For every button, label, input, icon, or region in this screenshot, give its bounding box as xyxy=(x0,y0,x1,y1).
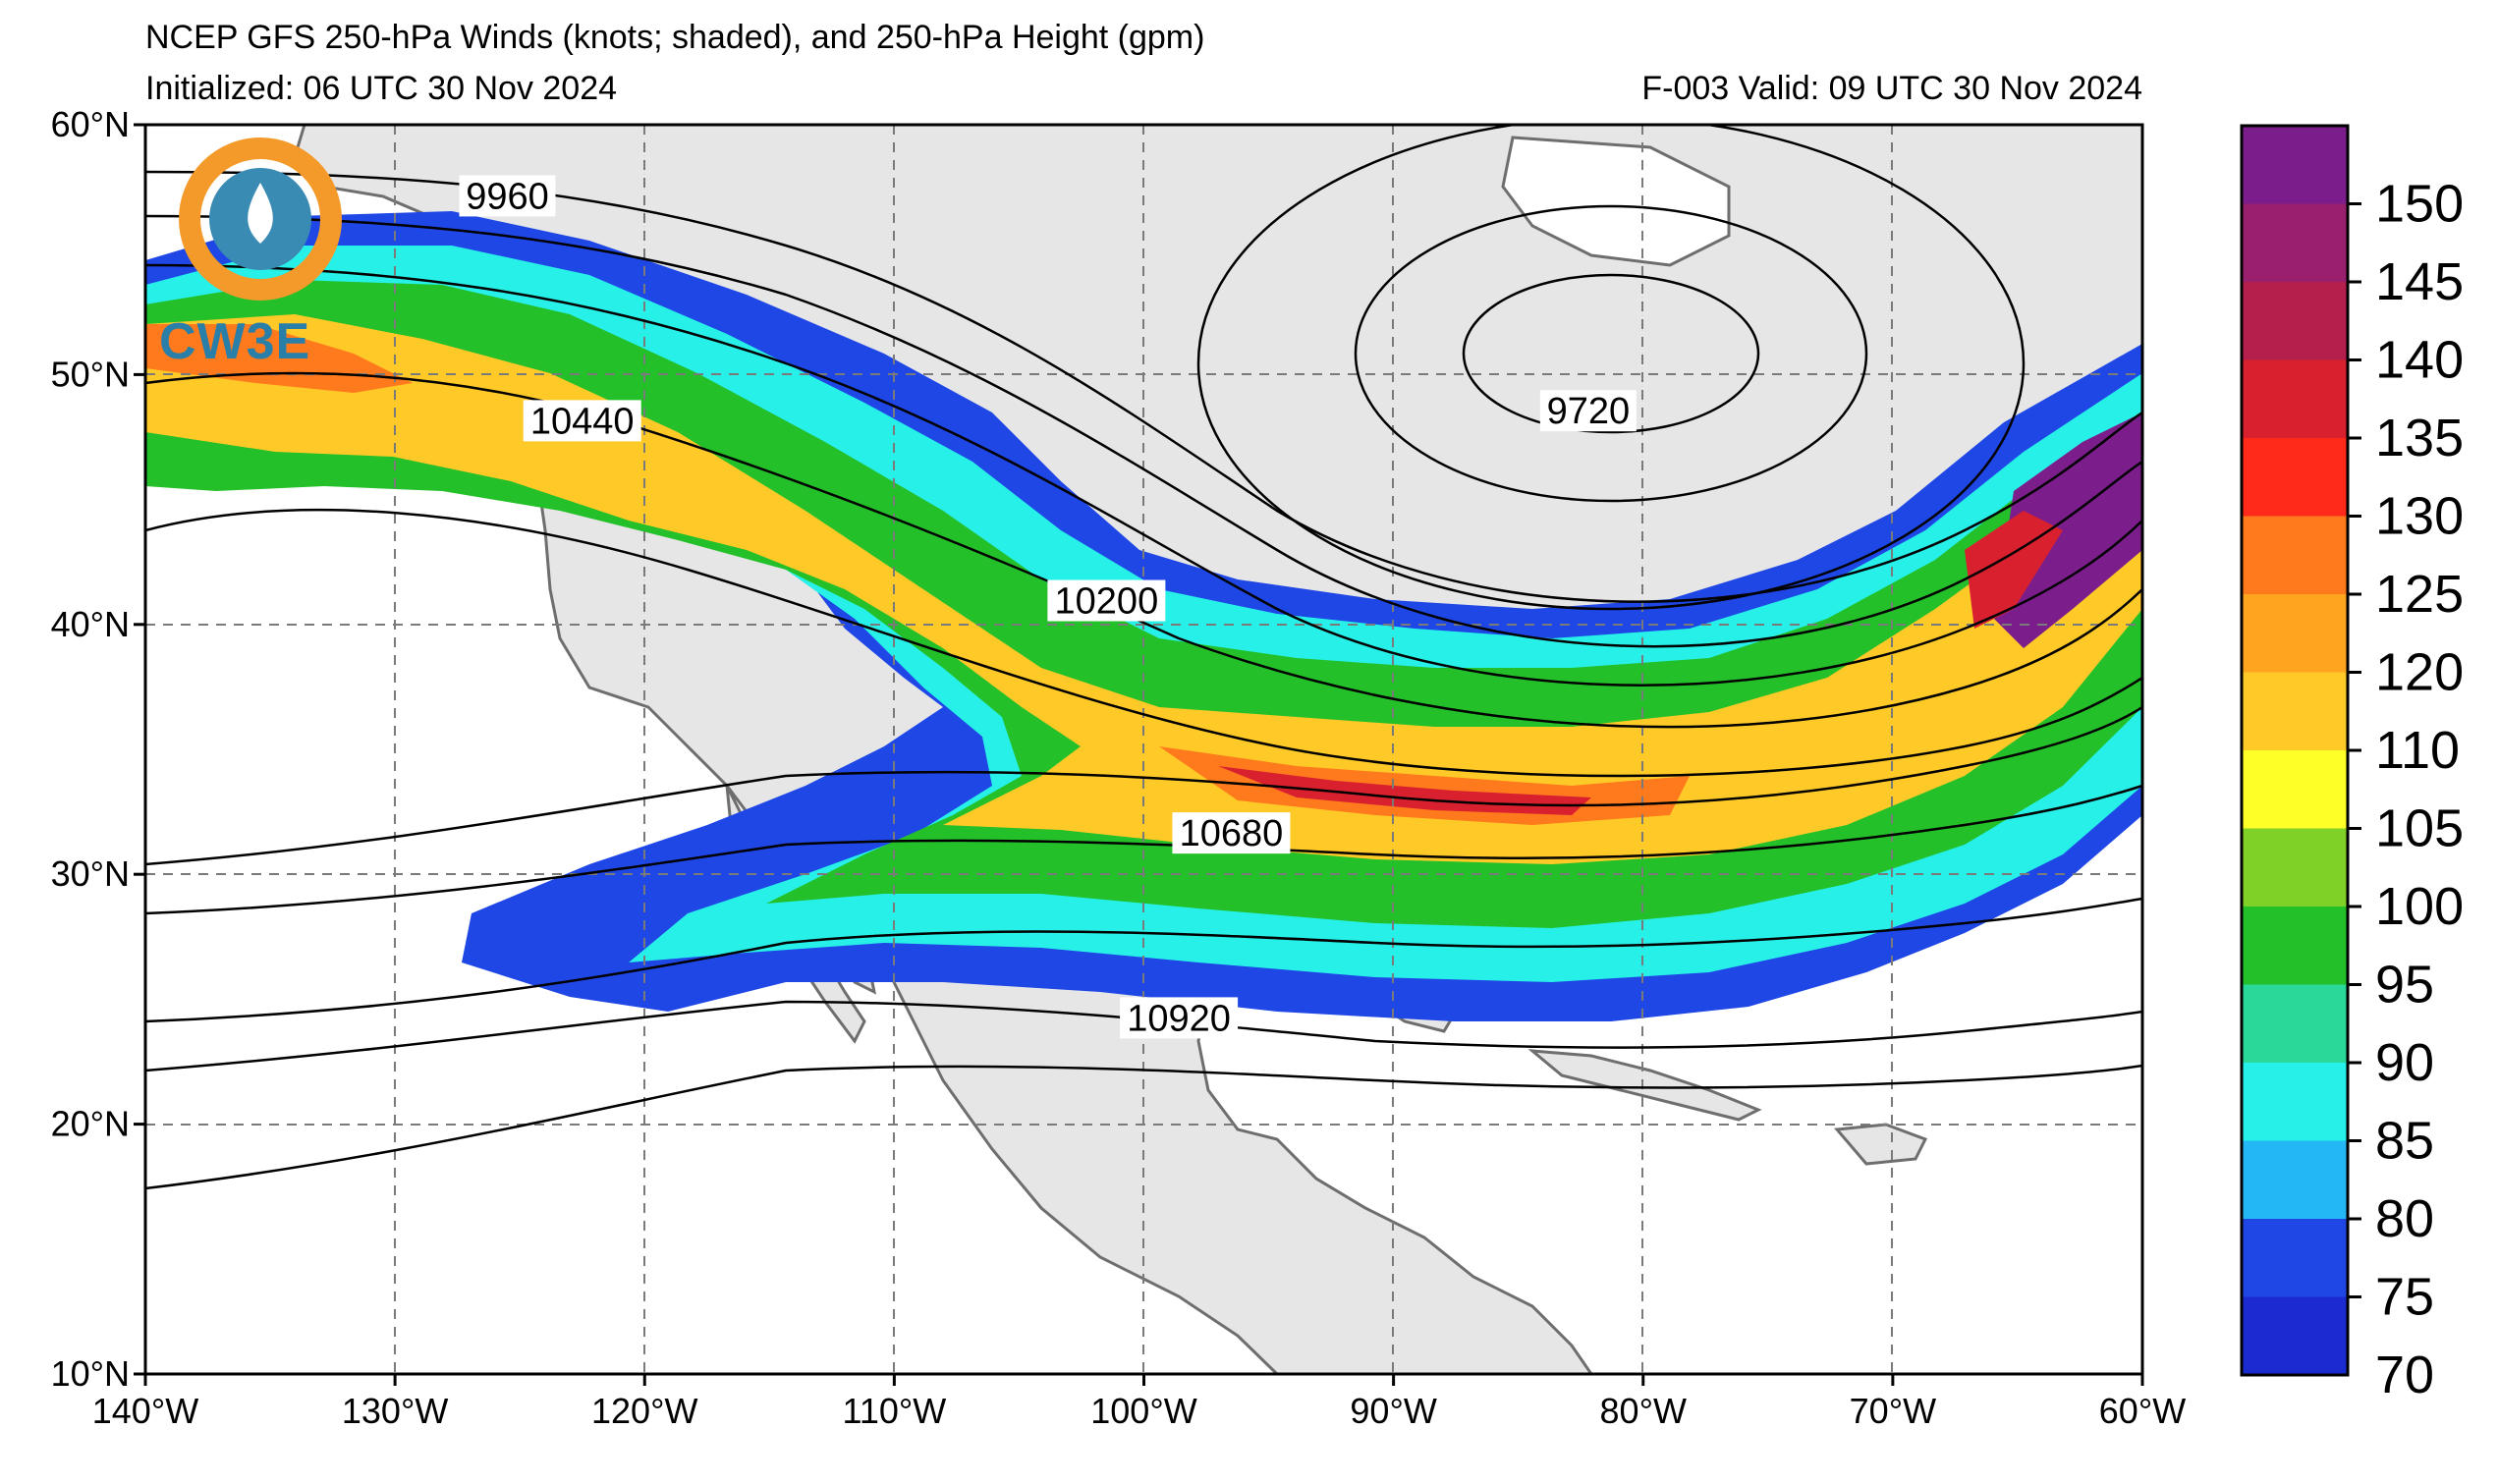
cuba xyxy=(1527,1049,1762,1122)
colorbar-tick-label: 150 xyxy=(2375,175,2464,234)
contour-label-bg xyxy=(1047,579,1166,622)
colorbar-tick-label: 85 xyxy=(2375,1112,2434,1171)
colorbar-segment xyxy=(2242,1063,2348,1141)
lat-tick-label: 30°N xyxy=(51,853,130,894)
lon-tick-label: 70°W xyxy=(1850,1391,1936,1431)
contour-label: 10920 xyxy=(1127,998,1231,1039)
colorbar-segment xyxy=(2242,126,2348,204)
colorbar-segment xyxy=(2242,516,2348,595)
colorbar-segment xyxy=(2242,282,2348,360)
contour-label: 10440 xyxy=(530,401,635,442)
jet-shading-right-red xyxy=(1965,511,2063,629)
axis-ticks: 140°W 130°W 120°W 110°W 100°W 90°W 80°W 70°W 60°… xyxy=(51,104,2187,1431)
hispaniola xyxy=(1833,1123,1928,1166)
colorbar-tick-label: 100 xyxy=(2375,877,2464,936)
colorbar-tick-label: 145 xyxy=(2375,252,2464,311)
lat-tick-label: 50°N xyxy=(51,354,130,394)
colorbar-tick-label: 135 xyxy=(2375,409,2464,467)
lat-tick-label: 40°N xyxy=(51,604,130,644)
colorbar-segment xyxy=(2242,203,2348,283)
contour-labels: 9960 10440 10200 9720 10680 10920 xyxy=(459,175,1637,1039)
colorbar-tick-label: 125 xyxy=(2375,565,2464,624)
colorbar-segment xyxy=(2242,438,2348,517)
colorbar-segment xyxy=(2242,907,2348,985)
chart-title: NCEP GFS 250-hPa Winds (knots; shaded), … xyxy=(145,19,1205,56)
colorbar-segment xyxy=(2242,672,2348,751)
lon-tick-label: 140°W xyxy=(92,1391,198,1431)
lon-tick-label: 60°W xyxy=(2099,1391,2186,1431)
colorbar-tick-label: 130 xyxy=(2375,487,2464,546)
colorbar-tick-label: 95 xyxy=(2375,956,2434,1015)
lon-tick-label: 120°W xyxy=(591,1391,697,1431)
contour-label: 9720 xyxy=(1547,391,1631,432)
colorbar-tick-label: 70 xyxy=(2375,1346,2434,1404)
colorbar-tick-label: 90 xyxy=(2375,1033,2434,1092)
colorbar-segment xyxy=(2242,984,2348,1064)
lon-tick-label: 90°W xyxy=(1350,1391,1436,1431)
contour-label: 9960 xyxy=(466,176,549,217)
contour-label-bg xyxy=(1539,390,1637,432)
lon-tick-label: 80°W xyxy=(1600,1391,1687,1431)
forecast-valid-time: F-003 Valid: 09 UTC 30 Nov 2024 xyxy=(1641,70,2142,107)
colorbar-segment xyxy=(2242,1296,2348,1376)
jet-shading-right-core xyxy=(1994,412,2142,648)
colorbar-segment xyxy=(2242,359,2348,439)
contour-label-bg xyxy=(459,175,556,217)
lat-tick-label: 20°N xyxy=(51,1104,130,1144)
initialized-time: Initialized: 06 UTC 30 Nov 2024 xyxy=(145,70,618,107)
contour-label: 10200 xyxy=(1055,581,1159,623)
colorbar-tick-label: 75 xyxy=(2375,1268,2434,1327)
colorbar-tick-label: 110 xyxy=(2375,721,2460,780)
contour-label: 10680 xyxy=(1180,813,1284,854)
colorbar-tick-label: 105 xyxy=(2375,799,2464,858)
hudson-bay-water xyxy=(1501,136,1731,267)
lon-tick-label: 100°W xyxy=(1090,1391,1196,1431)
colorbar-segment xyxy=(2242,828,2348,907)
lat-tick-label: 60°N xyxy=(51,104,130,144)
lon-tick-label: 130°W xyxy=(342,1391,448,1431)
colorbar-segment xyxy=(2242,750,2348,829)
gridlines xyxy=(145,125,2142,1374)
height-contours xyxy=(145,125,2142,1190)
colorbar-segment xyxy=(2242,1140,2348,1220)
contour-label-bg xyxy=(1120,997,1239,1039)
colorbar-tick-label: 140 xyxy=(2375,331,2464,390)
colorbar-tick-label: 120 xyxy=(2375,643,2464,702)
contour-label-bg xyxy=(523,400,641,442)
lon-tick-label: 110°W xyxy=(842,1391,946,1431)
colorbar-segment xyxy=(2242,594,2348,673)
contour-label-bg xyxy=(1172,812,1291,854)
colorbar: 150 145 140 135 130 125 120 110 105 100 95 90 85 80 75… xyxy=(2240,124,2464,1404)
map-layers: 9960 10440 10200 9720 10680 10920 xyxy=(145,125,2142,1374)
cw3e-logo-icon xyxy=(179,137,342,301)
lat-tick-label: 10°N xyxy=(51,1353,130,1394)
logo-text: CW3E xyxy=(159,313,311,370)
colorbar-segment xyxy=(2242,1219,2348,1297)
colorbar-tick-label: 80 xyxy=(2375,1189,2434,1248)
